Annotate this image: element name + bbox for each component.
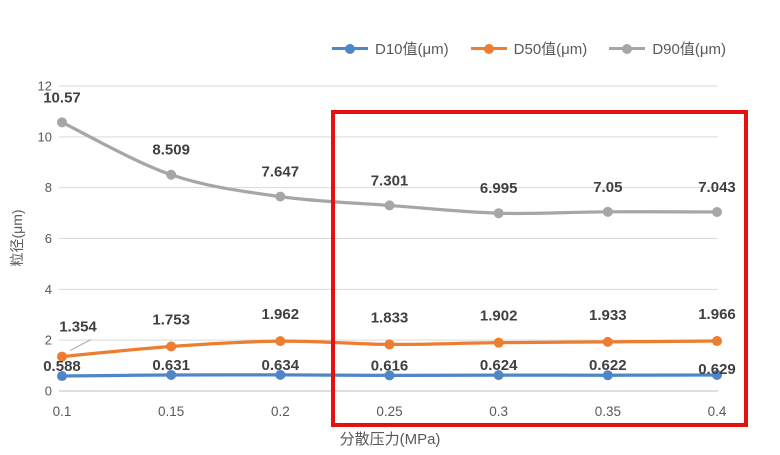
data-point-0 [384, 370, 395, 381]
data-label-2: 7.301 [371, 172, 409, 189]
data-label-1: 1.962 [262, 306, 300, 323]
legend-marker-d10 [332, 43, 368, 54]
data-label-1: 1.933 [589, 307, 627, 324]
data-label-0: 0.629 [698, 361, 736, 378]
y-tick-label: 10 [38, 129, 52, 144]
data-point-1 [602, 336, 613, 347]
legend-item-d10: D10值(μm) [332, 38, 449, 59]
x-tick-label: 0.1 [53, 404, 72, 419]
data-point-0 [493, 370, 504, 381]
data-point-1 [384, 339, 395, 350]
data-point-1 [57, 351, 67, 362]
data-label-1: 1.833 [371, 309, 409, 326]
data-label-0: 0.631 [152, 357, 190, 374]
data-point-0 [275, 369, 286, 380]
label-leader-line [69, 339, 92, 352]
data-label-2: 7.05 [593, 179, 622, 196]
chart-legend: D10值(μm) D50值(μm) D90值(μm) [332, 38, 726, 59]
data-label-0: 0.588 [43, 358, 81, 375]
y-tick-label: 2 [45, 333, 52, 348]
data-point-1 [166, 341, 177, 352]
data-label-2: 8.509 [152, 142, 190, 159]
x-tick-label: 0.3 [489, 404, 508, 419]
legend-item-d50: D50值(μm) [470, 38, 588, 59]
data-point-1 [493, 337, 504, 348]
data-point-0 [57, 371, 67, 382]
data-point-1 [712, 336, 722, 347]
y-tick-label: 6 [45, 231, 52, 246]
data-label-1: 1.902 [480, 308, 518, 325]
legend-label-d10: D10值(μm) [375, 41, 449, 58]
data-point-2 [166, 169, 177, 180]
legend-label-d50: D50值(μm) [513, 41, 588, 58]
data-label-0: 0.634 [262, 357, 300, 374]
series-line-2 [60, 120, 719, 216]
x-axis-title: 分散压力(MPa) [339, 431, 441, 448]
y-tick-label: 8 [45, 180, 52, 195]
data-point-1 [275, 336, 286, 347]
data-label-1: 1.753 [152, 311, 190, 328]
data-label-0: 0.624 [480, 357, 518, 374]
data-point-2 [712, 206, 722, 217]
data-point-2 [275, 191, 286, 202]
y-tick-label: 12 [38, 79, 52, 94]
data-point-2 [493, 208, 504, 219]
legend-marker-d90 [609, 43, 646, 54]
data-label-0: 0.622 [589, 357, 627, 374]
data-point-0 [712, 370, 722, 381]
x-tick-label: 0.25 [376, 404, 402, 419]
data-label-2: 10.57 [43, 89, 81, 106]
x-tick-label: 0.35 [595, 404, 621, 419]
data-point-2 [384, 200, 395, 211]
x-tick-label: 0.4 [708, 404, 727, 419]
data-label-2: 7.647 [262, 164, 300, 181]
data-label-1: 1.966 [698, 306, 736, 323]
data-label-2: 7.043 [698, 179, 736, 196]
legend-marker-d50 [470, 43, 507, 54]
y-axis-title: 粒径(μm) [9, 209, 25, 267]
legend-label-d90: D90值(μm) [652, 41, 726, 58]
y-tick-label: 0 [45, 384, 52, 399]
data-point-0 [602, 370, 613, 381]
x-tick-label: 0.15 [158, 404, 184, 419]
y-tick-label: 4 [45, 282, 52, 297]
x-tick-label: 0.2 [271, 404, 290, 419]
data-point-2 [57, 117, 67, 128]
legend-item-d90: D90值(μm) [609, 38, 726, 59]
data-point-0 [166, 369, 177, 380]
data-label-2: 6.995 [480, 180, 518, 197]
data-label-0: 0.616 [371, 357, 409, 374]
data-point-2 [602, 206, 613, 217]
data-label-1: 1.354 [59, 319, 97, 336]
